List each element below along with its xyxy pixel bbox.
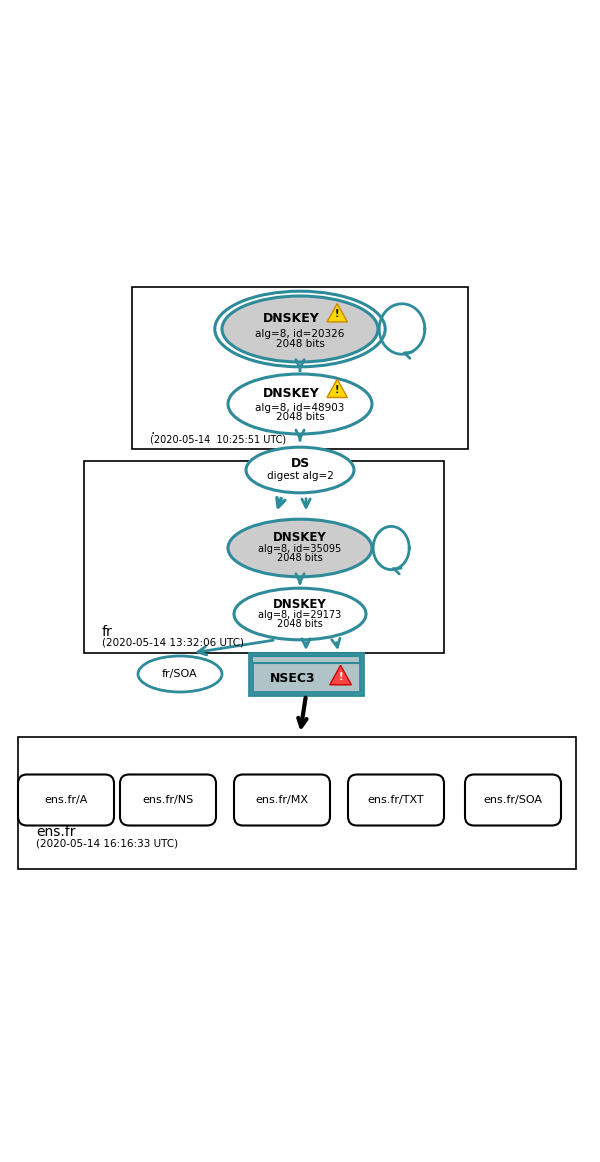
Text: .: . [150, 423, 154, 437]
Polygon shape [330, 666, 352, 684]
Bar [18, 737, 576, 869]
Text: (2020-05-14  10:25:51 UTC): (2020-05-14 10:25:51 UTC) [150, 435, 286, 445]
Polygon shape [327, 303, 347, 322]
Text: DNSKEY: DNSKEY [263, 311, 319, 324]
Text: DNSKEY: DNSKEY [273, 598, 327, 611]
Ellipse shape [222, 296, 378, 363]
Bar [252, 657, 360, 664]
Text: NSEC3: NSEC3 [270, 672, 316, 684]
Bar [249, 653, 363, 695]
Text: (2020-05-14 13:32:06 UTC): (2020-05-14 13:32:06 UTC) [102, 637, 244, 647]
Ellipse shape [228, 374, 372, 433]
Text: 2048 bits: 2048 bits [275, 413, 325, 422]
Text: ens.fr: ens.fr [36, 825, 76, 839]
Text: 2048 bits: 2048 bits [277, 553, 323, 564]
Text: ens.fr/MX: ens.fr/MX [256, 795, 308, 805]
Text: !: ! [335, 309, 340, 320]
Ellipse shape [246, 447, 354, 493]
Ellipse shape [228, 519, 372, 576]
FancyBboxPatch shape [18, 775, 114, 825]
Text: !: ! [338, 672, 343, 682]
Text: (2020-05-14 16:16:33 UTC): (2020-05-14 16:16:33 UTC) [36, 838, 178, 848]
Text: alg=8, id=29173: alg=8, id=29173 [259, 610, 341, 621]
FancyBboxPatch shape [234, 775, 330, 825]
Text: digest alg=2: digest alg=2 [266, 471, 334, 481]
Text: 2048 bits: 2048 bits [275, 339, 325, 349]
FancyBboxPatch shape [465, 775, 561, 825]
Text: ens.fr/SOA: ens.fr/SOA [484, 795, 542, 805]
Ellipse shape [234, 588, 366, 640]
Text: alg=8, id=35095: alg=8, id=35095 [259, 544, 341, 554]
Polygon shape [327, 379, 347, 397]
Text: ens.fr/NS: ens.fr/NS [142, 795, 194, 805]
Text: 2048 bits: 2048 bits [277, 619, 323, 629]
Ellipse shape [138, 657, 222, 693]
FancyBboxPatch shape [348, 775, 444, 825]
Text: fr/SOA: fr/SOA [162, 669, 198, 679]
Bar [252, 657, 360, 693]
Bar [132, 287, 468, 449]
FancyBboxPatch shape [120, 775, 216, 825]
Text: ens.fr/A: ens.fr/A [44, 795, 88, 805]
Text: alg=8, id=20326: alg=8, id=20326 [256, 329, 344, 339]
Text: !: ! [335, 385, 340, 395]
Bar [84, 461, 444, 653]
Text: DNSKEY: DNSKEY [263, 387, 319, 400]
Text: DNSKEY: DNSKEY [273, 531, 327, 544]
Text: DS: DS [290, 458, 310, 471]
Text: ens.fr/TXT: ens.fr/TXT [368, 795, 424, 805]
Text: fr: fr [102, 625, 113, 639]
Text: alg=8, id=48903: alg=8, id=48903 [256, 402, 344, 413]
